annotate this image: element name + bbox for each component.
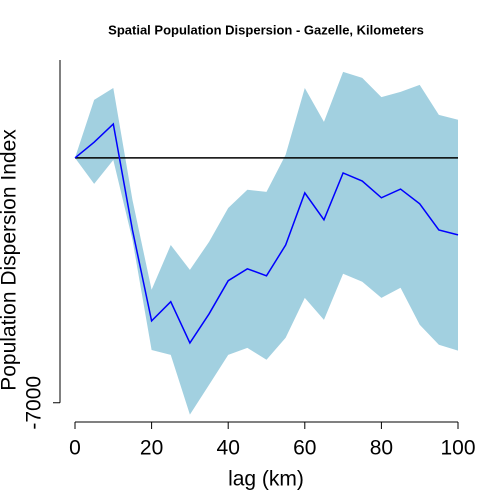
x-axis-label: lag (km) (228, 468, 304, 491)
x-tick-label: 20 (140, 437, 163, 460)
y-axis-label: Population Dispersion Index (0, 129, 21, 391)
x-tick-label: 40 (217, 437, 240, 460)
confidence-band (75, 71, 458, 415)
x-tick-label: 60 (293, 437, 316, 460)
x-tick-label: 80 (370, 437, 393, 460)
x-tick-label: 100 (440, 437, 475, 460)
data-line (74, 122, 459, 345)
y-tick-label: -7000 (23, 376, 46, 430)
x-tick-label: 0 (69, 437, 81, 460)
chart-title: Spatial Population Dispersion - Gazelle,… (108, 22, 424, 37)
